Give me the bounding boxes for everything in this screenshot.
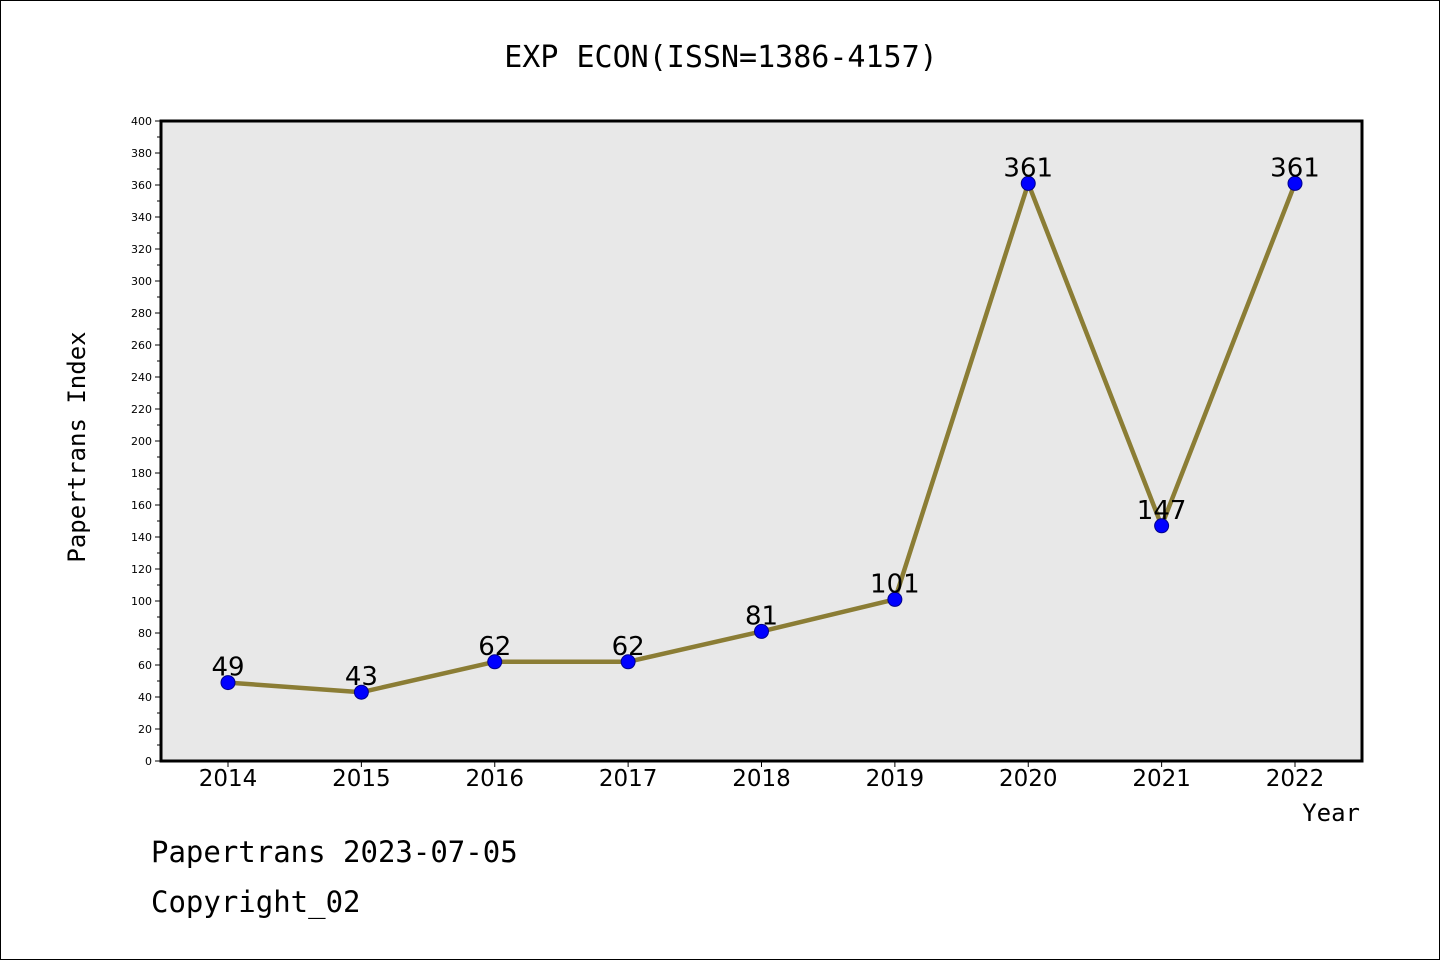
x-axis-label: Year [1302,799,1360,827]
data-label: 62 [612,632,645,662]
data-point [1020,175,1036,191]
data-label: 43 [345,662,378,692]
x-tick-label: 2020 [999,766,1058,792]
data-point [754,623,769,639]
data-point [487,654,503,670]
x-tick-label: 2017 [599,766,658,792]
y-tick-label: 20 [138,723,152,736]
y-tick-label: 200 [131,435,152,448]
y-tick-label: 100 [131,595,152,608]
footer-copyright: Copyright_02 [151,885,361,919]
y-tick-label: 80 [138,627,152,640]
x-tick-label: 2016 [465,766,524,792]
plot-area [159,119,1364,763]
data-label: 361 [1270,153,1320,183]
y-tick-label: 40 [138,691,152,704]
data-label: 361 [1003,153,1053,183]
chart-title: EXP ECON(ISSN=1386-4157) [504,40,937,75]
x-tick-label: 2022 [1266,766,1325,792]
y-tick-label: 240 [131,371,152,384]
x-tick-label: 2018 [732,766,791,792]
y-tick-label: 300 [131,275,152,288]
data-point [220,675,236,691]
data-label: 147 [1137,496,1187,526]
data-point [1154,518,1170,534]
data-label: 49 [211,653,244,683]
data-label: 101 [870,569,920,599]
data-label: 81 [745,601,778,631]
series-points-group [220,175,1303,700]
x-tick-label: 2019 [866,766,925,792]
data-point [887,591,903,607]
y-tick-label: 280 [131,307,152,320]
y-tick-label: 60 [138,659,152,672]
y-tick-label: 320 [131,243,152,256]
y-tick-label: 380 [131,147,152,160]
x-tick-label: 2021 [1132,766,1191,792]
y-tick-label: 120 [131,563,152,576]
data-point [1287,175,1303,191]
data-point [353,684,369,700]
y-tick-label: 260 [131,339,152,352]
y-tick-label: 360 [131,179,152,192]
data-labels-group: 49 43 62 62 81 101 361 147 361 [211,153,1319,692]
x-tick-label: 2014 [199,766,258,792]
x-axis: 2014 2015 2016 2017 2018 2019 2020 2021 2022 [199,761,1325,792]
y-tick-label: 0 [145,755,152,768]
y-tick-label: 340 [131,211,152,224]
data-point [620,654,636,670]
x-tick-label: 2015 [332,766,391,792]
y-tick-label: 400 [131,115,152,128]
y-tick-label: 180 [131,467,152,480]
y-tick-label: 140 [131,531,152,544]
y-tick-label: 160 [131,499,152,512]
y-tick-label: 220 [131,403,152,416]
y-axis: 0 20 40 60 80 100 120 140 160 180 200 220 240 260 280 3… [131,115,161,768]
data-label: 62 [478,632,511,662]
footer-date: Papertrans 2023-07-05 [151,835,518,869]
y-axis-label: Papertrans Index [63,331,91,562]
